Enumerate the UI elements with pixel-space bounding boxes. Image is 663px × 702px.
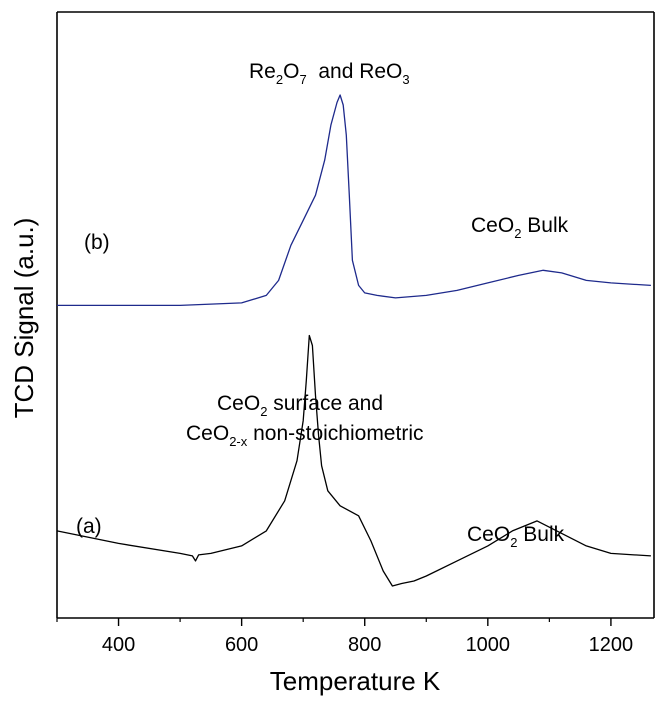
series-line-b bbox=[57, 94, 651, 307]
annotation-ceo2x-nonstoich: CeO2-x non-stoichiometric bbox=[186, 422, 423, 449]
annotation-bulk-a: CeO2 Bulk bbox=[467, 523, 565, 550]
x-tick-label-400: 400 bbox=[102, 634, 135, 656]
y-axis-title: TCD Signal (a.u.) bbox=[9, 218, 39, 419]
series-layer bbox=[56, 94, 651, 587]
series-label-a: (a) bbox=[76, 515, 102, 538]
series-line-a bbox=[56, 334, 651, 587]
annotation-bulk-b: CeO2 Bulk bbox=[471, 214, 569, 241]
x-tick-label-1200: 1200 bbox=[589, 634, 634, 656]
x-tick-label-1000: 1000 bbox=[466, 634, 511, 656]
series-label-b: (b) bbox=[84, 231, 110, 254]
annotation-ceo2-surface: CeO2 surface and bbox=[217, 392, 383, 419]
x-axis-title: Temperature K bbox=[270, 666, 441, 696]
x-tick-label-800: 800 bbox=[348, 634, 381, 656]
annotation-re2o7-reo3: Re2O7 and ReO3 bbox=[249, 60, 410, 87]
x-tick-label-600: 600 bbox=[225, 634, 258, 656]
x-ticks: 400 600 800 1000 1200 bbox=[56, 618, 634, 656]
